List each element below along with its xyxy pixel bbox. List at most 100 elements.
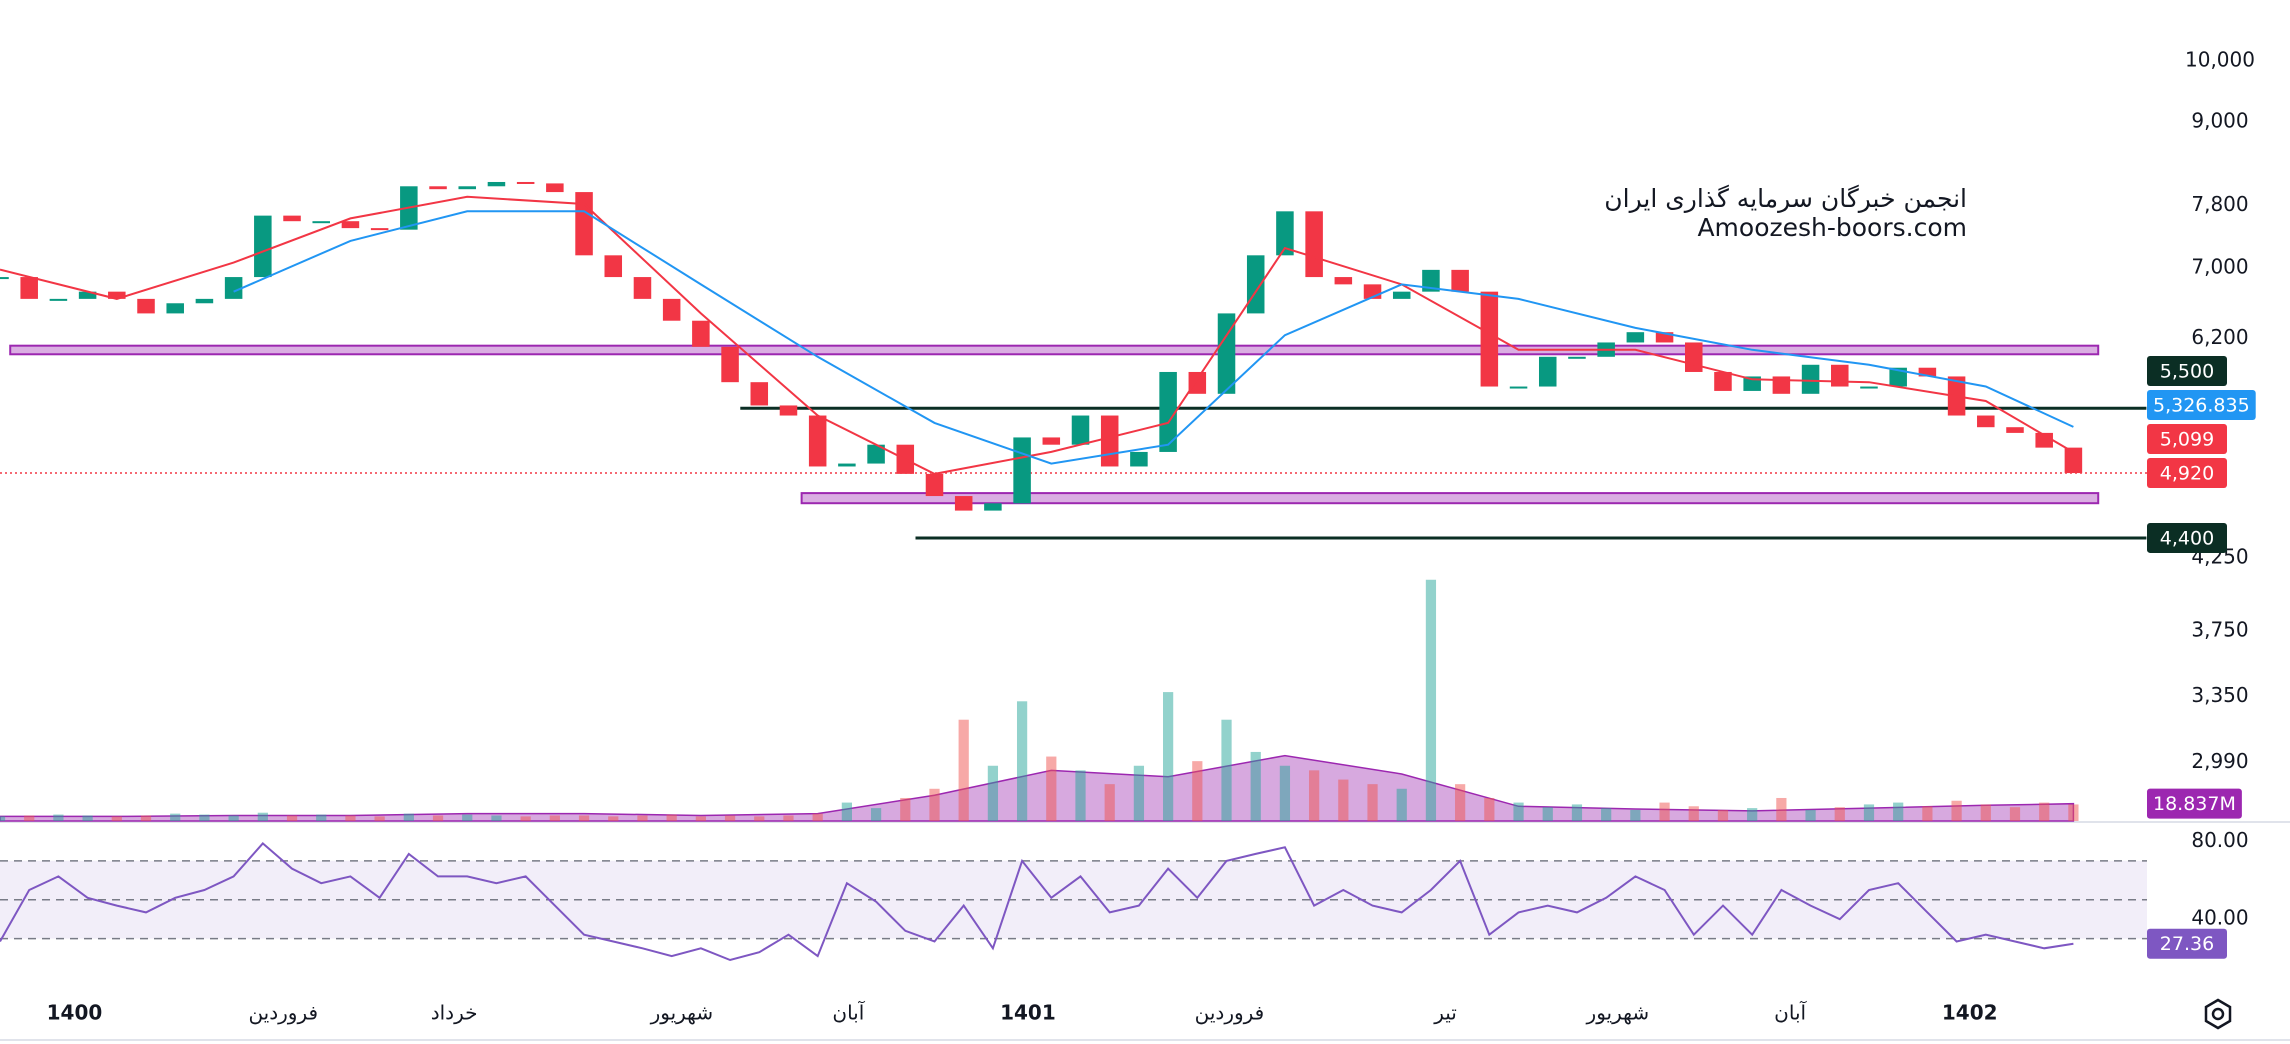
volume-bar: [1016, 701, 1028, 821]
candle: [750, 382, 769, 406]
volume-bar: [111, 816, 122, 821]
volume-bar: [1630, 809, 1641, 821]
volume-bar: [1163, 692, 1174, 821]
candle: [1071, 415, 1090, 445]
volume-bar: [1717, 809, 1729, 821]
price-tag-label: 5,326.835: [2153, 395, 2250, 417]
x-tick-label: فروردین: [1195, 1001, 1265, 1025]
x-tick-label: 1400: [47, 1001, 103, 1025]
volume-bar: [1221, 719, 1232, 821]
candle: [1918, 367, 1937, 377]
settings-icon[interactable]: [2204, 998, 2232, 1030]
volume-bar: [754, 816, 765, 821]
candle: [224, 277, 243, 299]
volume-bar: [491, 815, 502, 821]
candle: [1451, 269, 1469, 292]
volume-bar: [870, 808, 882, 821]
volume-bar: [1104, 784, 1115, 821]
candle: [692, 320, 710, 347]
candle: [137, 298, 155, 314]
volume-bar: [316, 814, 327, 821]
candle: [1188, 371, 1207, 394]
volume-bar: [1279, 765, 1291, 821]
y-tick-label: 10,000: [2185, 47, 2255, 71]
watermark-site: Amoozesh-boors.com: [1697, 213, 1967, 242]
volume-bar: [2068, 804, 2079, 821]
settings-dot[interactable]: [2211, 1007, 2225, 1021]
y-tick-label: 3,350: [2191, 683, 2248, 707]
candle: [1801, 364, 1820, 394]
volume-bar: [1893, 802, 1904, 821]
support-band: [9, 344, 2100, 356]
volume-bar: [228, 815, 239, 821]
volume-bar: [608, 816, 619, 821]
volume-bar: [403, 813, 414, 821]
volume-bar: [1075, 770, 1086, 821]
x-tick-label: شهریور: [1586, 1001, 1650, 1025]
price-tag-label: 5,500: [2160, 361, 2214, 383]
candle: [429, 186, 447, 190]
candle: [838, 463, 856, 467]
candle: [108, 291, 126, 299]
candle: [1042, 437, 1061, 445]
candle: [984, 503, 1002, 511]
rsi-tick-label: 40.00: [2191, 906, 2248, 930]
rsi-tick-label: 80.00: [2191, 828, 2248, 852]
settings-hexagon[interactable]: [2204, 998, 2232, 1030]
candle: [808, 415, 827, 467]
volume-bar: [199, 814, 210, 821]
candle: [0, 277, 9, 280]
candle: [1276, 211, 1294, 256]
candle: [516, 181, 535, 184]
volume-bar: [1805, 809, 1816, 821]
volume-bar: [1601, 808, 1612, 821]
candle: [721, 346, 739, 383]
price-tag: [2147, 390, 2256, 421]
volume-bar: [1484, 797, 1495, 821]
candle: [954, 496, 973, 511]
candle: [1334, 277, 1353, 285]
volume-bar: [1192, 761, 1203, 821]
price-tag: [2147, 424, 2227, 455]
volume-bar: [1396, 788, 1407, 821]
y-tick-label: 6,200: [2191, 325, 2248, 349]
volume-bar: [1046, 756, 1057, 821]
volume-bar: [520, 816, 531, 821]
candle: [254, 215, 272, 278]
candle: [662, 298, 681, 321]
price-tag: [2147, 522, 2227, 553]
volume-bar: [2039, 802, 2050, 821]
volume-bar: [1250, 751, 1261, 821]
candle: [1714, 371, 1732, 391]
volume-bar: [257, 812, 268, 821]
y-tick-label: 2,990: [2191, 749, 2248, 773]
candle: [458, 186, 477, 190]
volume-bar: [374, 816, 385, 821]
volume-bar: [637, 815, 648, 821]
volume-bar: [1834, 807, 1845, 821]
price-tag-label: 4,400: [2160, 527, 2214, 549]
volume-bar: [2009, 807, 2021, 821]
watermark-title: انجمن خبرگان سرمایه گذاری ایران: [1604, 184, 1967, 213]
volume-bar: [1863, 804, 1875, 821]
volume-bar: [1309, 770, 1320, 821]
volume-bar: [841, 802, 852, 821]
volume-bar: [1338, 779, 1349, 821]
candle: [341, 221, 360, 229]
volume-bar: [987, 765, 999, 821]
x-tick-label: شهریور: [650, 1001, 714, 1025]
candle: [604, 255, 623, 278]
price-tag-label: 4,920: [2160, 463, 2214, 485]
volume-bar: [1922, 806, 1933, 821]
candle: [1509, 386, 1528, 389]
candle: [1013, 437, 1031, 504]
candle: [78, 291, 97, 299]
candle: [312, 221, 330, 224]
moving-average: [0, 195, 2074, 475]
candle: [2035, 432, 2053, 448]
candle: [1159, 371, 1177, 452]
volume-bar: [1542, 807, 1553, 821]
y-tick-label: 7,800: [2191, 192, 2248, 216]
rsi-line: [0, 841, 2074, 962]
